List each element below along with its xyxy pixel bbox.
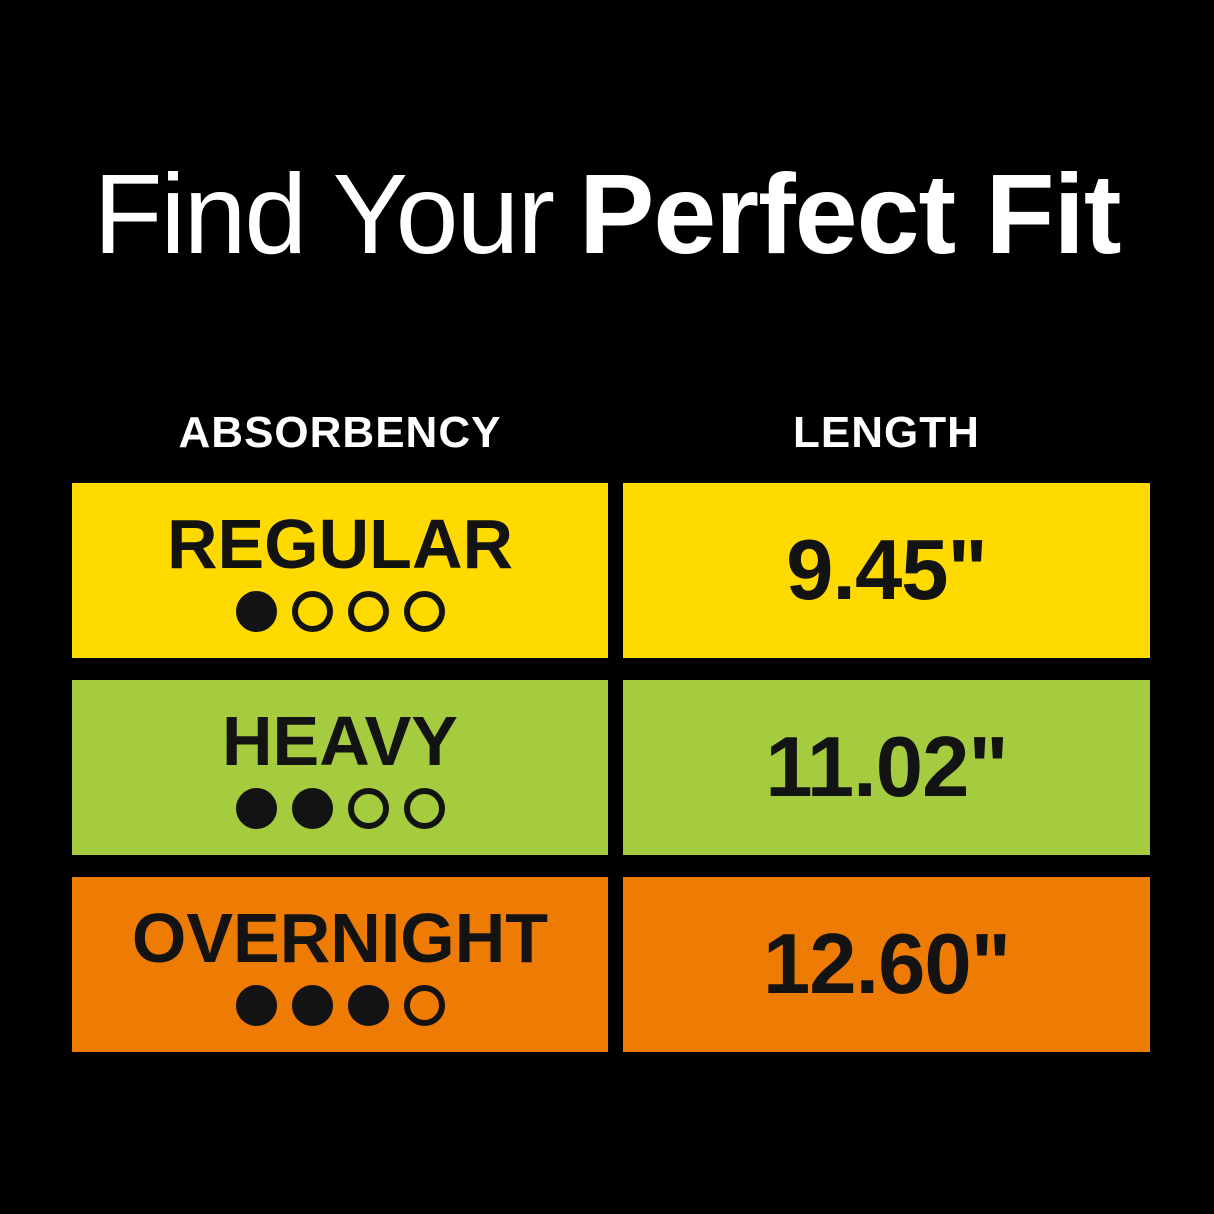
column-header-length: LENGTH bbox=[793, 408, 980, 457]
absorbency-dots bbox=[235, 591, 445, 632]
dot-empty-icon bbox=[347, 788, 389, 829]
table-row-regular: REGULAR 9.45" bbox=[72, 483, 1150, 658]
dot-filled-icon bbox=[291, 788, 333, 829]
table-row-overnight: OVERNIGHT 12.60" bbox=[72, 877, 1150, 1052]
length-value: 11.02" bbox=[765, 720, 1008, 815]
length-value: 12.60" bbox=[762, 917, 1011, 1012]
dot-empty-icon bbox=[347, 591, 389, 632]
column-header-absorbency: ABSORBENCY bbox=[178, 408, 502, 457]
page-title: Find Your Perfect Fit bbox=[0, 158, 1214, 271]
length-cell-overnight: 12.60" bbox=[623, 877, 1150, 1052]
title-prefix: Find Your bbox=[93, 151, 554, 277]
absorbency-label: HEAVY bbox=[222, 702, 458, 780]
length-value: 9.45" bbox=[786, 523, 988, 618]
length-cell-regular: 9.45" bbox=[623, 483, 1150, 658]
absorbency-dots bbox=[235, 788, 445, 829]
dot-filled-icon bbox=[235, 985, 277, 1026]
dot-empty-icon bbox=[403, 788, 445, 829]
title-emphasis: Perfect Fit bbox=[578, 151, 1122, 277]
fit-table: REGULAR 9.45" HEAVY 11.02" OVERNIGHT 12.… bbox=[72, 483, 1150, 1074]
absorbency-label: OVERNIGHT bbox=[131, 899, 549, 977]
dot-filled-icon bbox=[235, 591, 277, 632]
dot-empty-icon bbox=[291, 591, 333, 632]
dot-filled-icon bbox=[347, 985, 389, 1026]
absorbency-dots bbox=[235, 985, 445, 1026]
dot-empty-icon bbox=[403, 591, 445, 632]
absorbency-cell-regular: REGULAR bbox=[72, 483, 608, 658]
dot-filled-icon bbox=[291, 985, 333, 1026]
absorbency-cell-heavy: HEAVY bbox=[72, 680, 608, 855]
table-row-heavy: HEAVY 11.02" bbox=[72, 680, 1150, 855]
dot-filled-icon bbox=[235, 788, 277, 829]
dot-empty-icon bbox=[403, 985, 445, 1026]
absorbency-cell-overnight: OVERNIGHT bbox=[72, 877, 608, 1052]
absorbency-label: REGULAR bbox=[166, 505, 514, 583]
length-cell-heavy: 11.02" bbox=[623, 680, 1150, 855]
